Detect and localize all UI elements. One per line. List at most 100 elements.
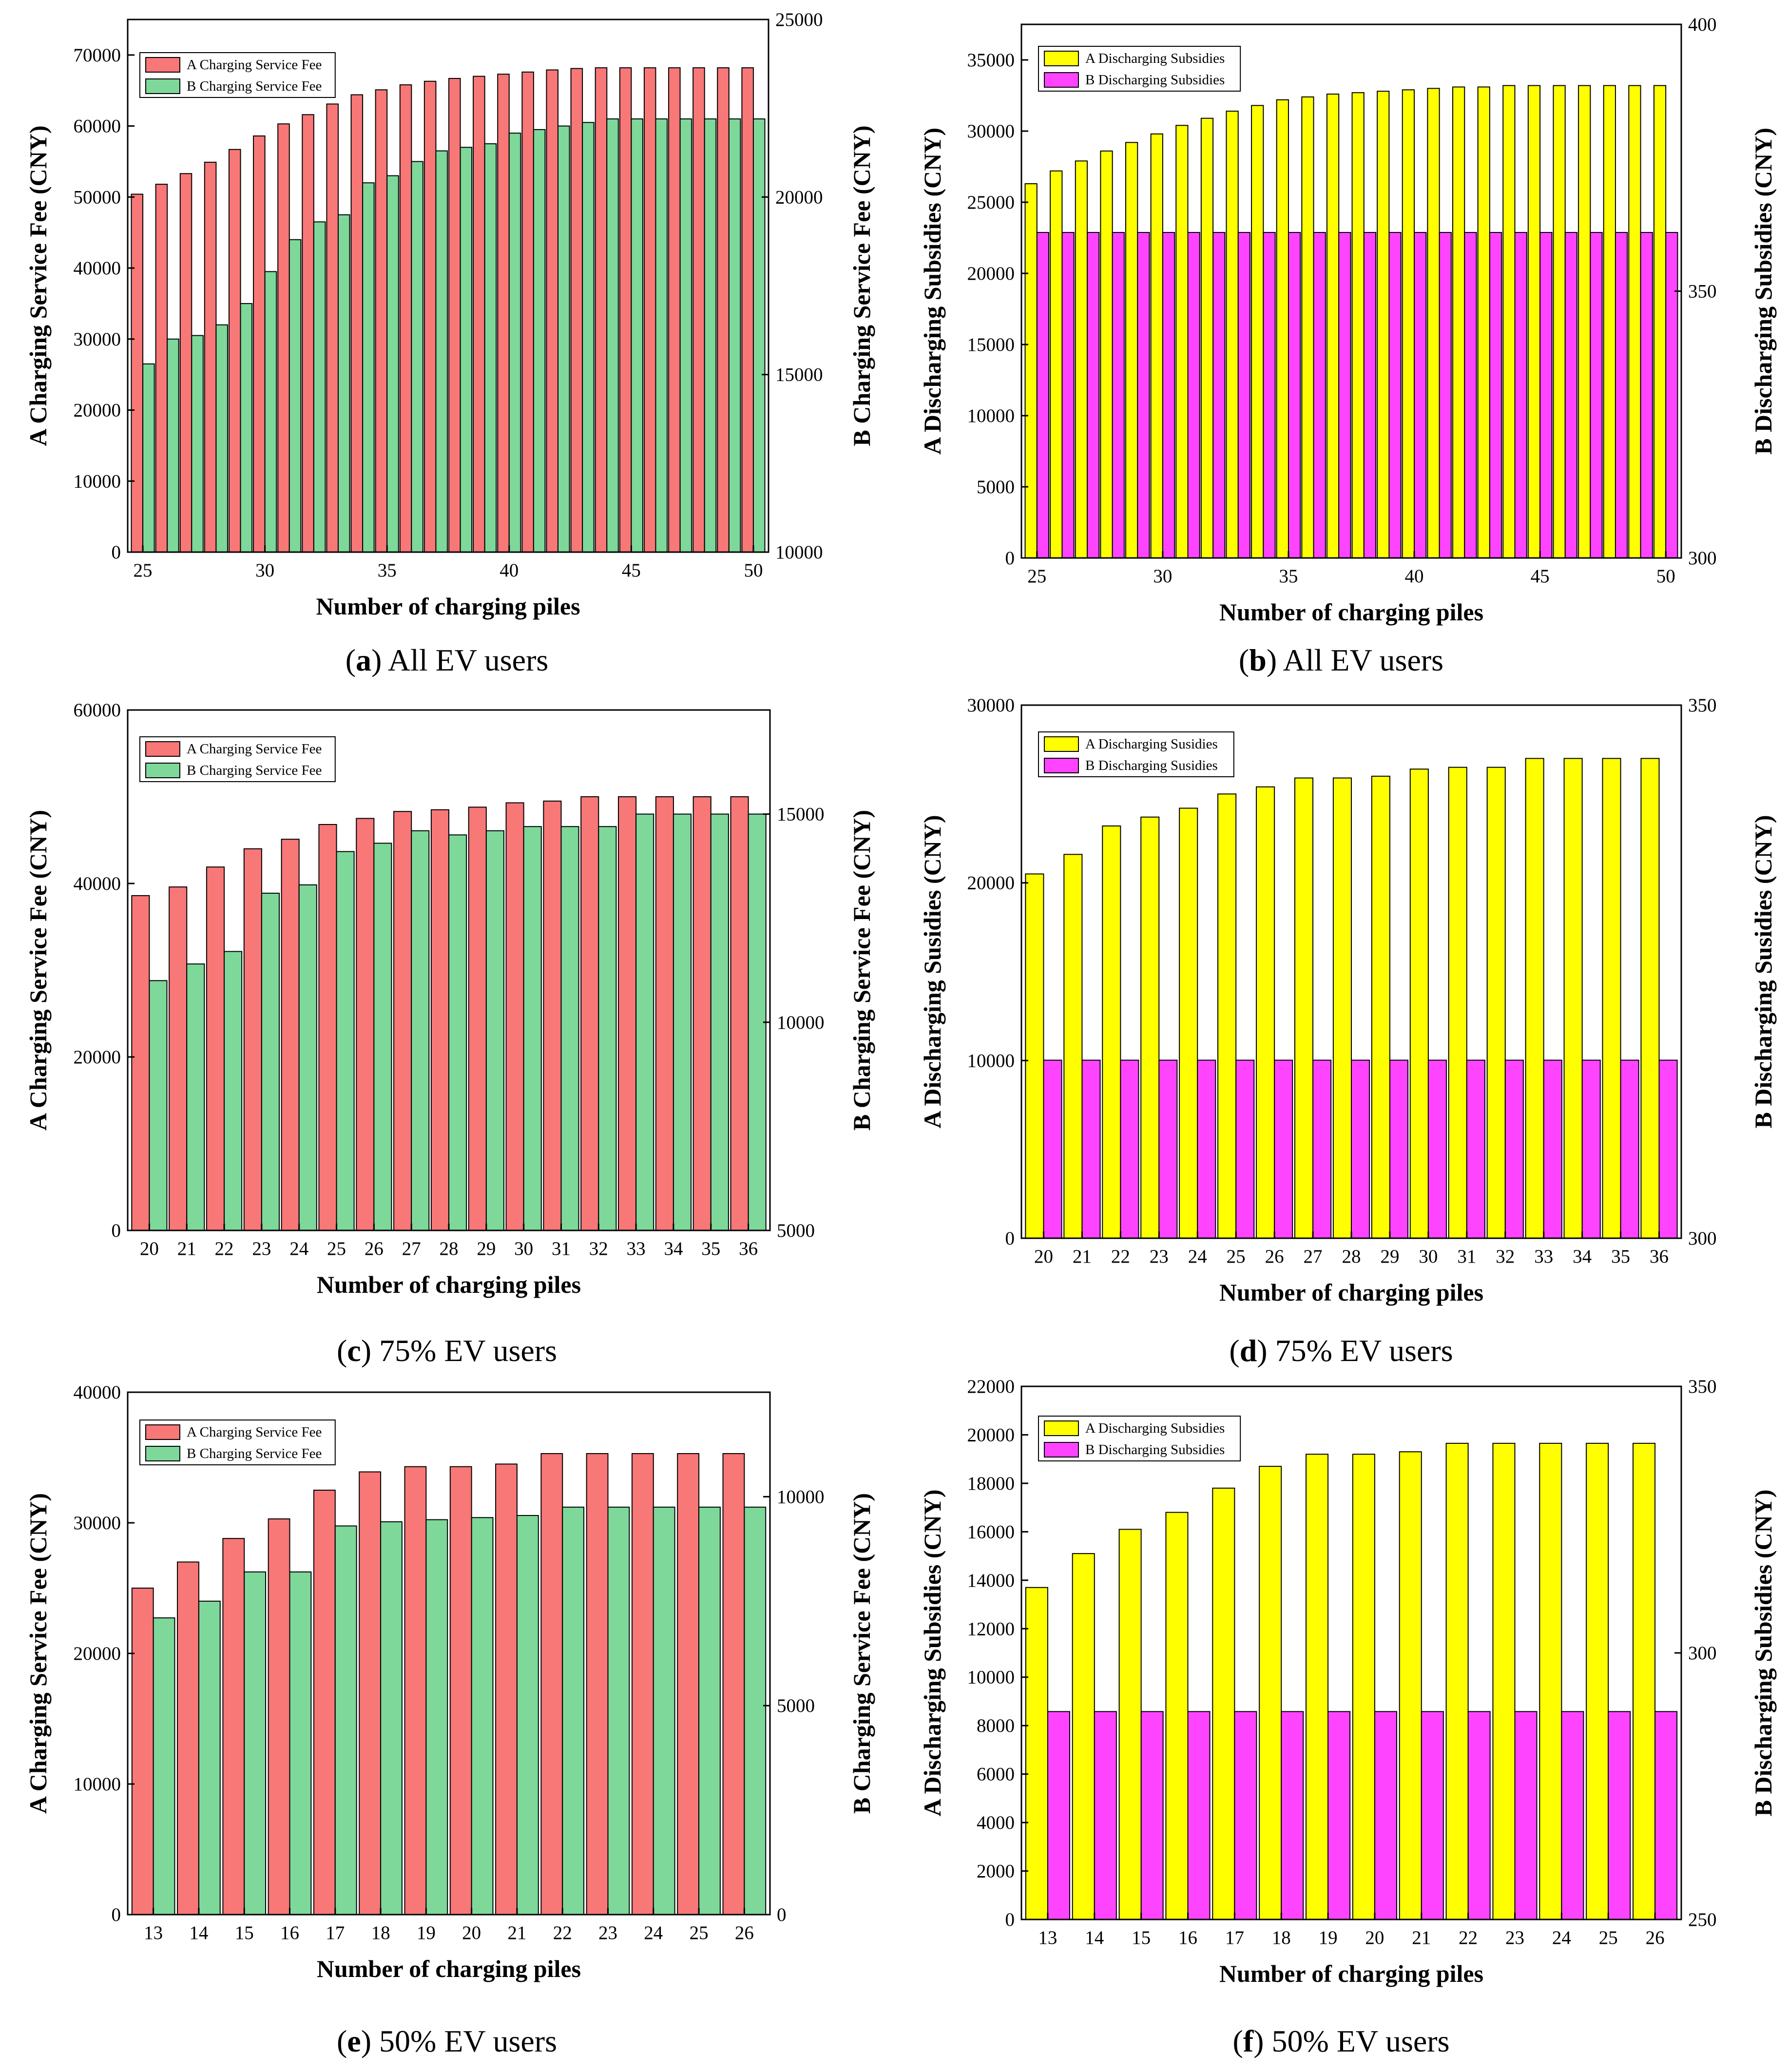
bar [728,118,741,553]
bar [692,67,705,553]
bar [1628,85,1641,558]
bar [1179,807,1198,1239]
bar [215,324,228,553]
legend: A Discharging Susidies B Discharging Susi… [1038,731,1234,777]
bar [560,826,579,1231]
x-tick-label: 15 [235,1922,254,1943]
bar [423,80,437,553]
y-tick-label: 350 [1688,281,1717,302]
bar [1125,142,1138,558]
bar [580,796,599,1231]
caption-a: (a) All EV users [345,643,549,677]
bar [495,1463,518,1915]
bar [399,84,412,553]
bar [1640,758,1660,1239]
x-axis: 13 14 15 16 17 18 19 20 21 22 23 24 25 26 [144,1908,754,1943]
y-tick-label: 30000 [74,1513,121,1534]
bar [1514,232,1527,558]
bar [1409,768,1429,1239]
y-axis-title-right: B Charging Service Fee (CNY) [848,1493,875,1814]
y-tick-label: 4000 [977,1812,1015,1833]
bar-series-b [1047,1711,1678,1920]
y-tick-label: 10000 [775,542,823,563]
x-tick-label: 50 [744,560,763,581]
x-tick-label: 33 [627,1238,646,1259]
caption-f: (f) 50% EV users [1232,2024,1450,2058]
bar [1212,232,1226,558]
x-axis-title: Number of charging piles [1219,1960,1483,1987]
bar [204,161,217,553]
y-axis-title-left: A Charging Service Fee (CNY) [24,810,52,1131]
bar [393,811,412,1231]
bar [336,851,355,1231]
y-tick-label: 300 [1688,548,1717,569]
bar [673,813,692,1231]
bar [1620,1059,1639,1239]
caption-text: 75% EV users [379,1333,558,1368]
y-tick-label: 40000 [74,258,121,279]
legend-label: A Charging Service Fee [187,57,322,73]
caption-letter: e [347,2024,361,2058]
bar [1061,232,1075,558]
y-tick-label: 60000 [74,700,121,721]
bar [253,135,266,553]
bar [1603,85,1616,558]
left-axis: 0 10000 20000 30000 40000 [74,1382,135,1925]
bar [1640,232,1653,558]
bar [1256,786,1275,1239]
bar [1112,232,1125,558]
bar [471,1517,494,1915]
bar [375,89,388,553]
x-tick-label: 25 [327,1238,346,1259]
bar [131,193,144,553]
y-tick-label: 10000 [967,1050,1015,1071]
y-tick-label: 5000 [777,1220,815,1241]
x-axis-title: Number of charging piles [1219,1279,1483,1306]
chart-a: 0 10000 20000 30000 40000 50000 60000 70000 1000… [24,9,875,620]
bar [1072,1553,1095,1920]
bar [1259,1466,1282,1920]
x-tick-label: 24 [1552,1927,1571,1948]
plot-frame [127,19,769,553]
bar [1504,1059,1524,1239]
x-tick-label: 21 [1412,1927,1431,1948]
caption-letter: f [1243,2024,1254,2058]
bar [1452,86,1465,559]
bar [505,802,524,1231]
bar [411,161,423,553]
y-tick-label: 10000 [74,471,121,492]
chart-panel-e: 0 10000 20000 30000 40000 0 5000 10000 13 14 15 16 1… [0,1381,894,2072]
bar [1389,1059,1409,1239]
y-axis-title-right: B Charging Service Fee (CNY) [848,125,875,446]
bar [1608,1711,1631,1920]
bar [1578,85,1591,558]
y-tick-label: 20000 [967,263,1015,284]
x-tick-label: 20 [140,1238,159,1259]
caption-letter: a [356,643,372,677]
y-tick-label: 0 [777,1904,787,1925]
bar [717,67,730,553]
bar [752,118,766,553]
bar [448,77,461,553]
bar [334,1525,357,1915]
x-tick-label: 32 [589,1238,608,1259]
bar [607,1506,630,1915]
bar [1421,1711,1444,1920]
legend-swatch [1044,51,1079,66]
bar [722,1453,745,1915]
bar-series-b [149,813,767,1231]
bar [1525,758,1544,1239]
bar-series-a [131,67,754,553]
y-tick-label: 20000 [967,873,1015,894]
bar [1402,89,1415,558]
bar [313,1490,336,1915]
bar [142,363,155,553]
bar [1165,1512,1189,1920]
bar [692,796,711,1231]
x-tick-label: 13 [144,1922,163,1943]
y-tick-label: 10000 [74,1774,121,1795]
x-tick-label: 26 [1265,1246,1284,1267]
x-tick-label: 25 [134,560,153,581]
bar [281,839,300,1231]
